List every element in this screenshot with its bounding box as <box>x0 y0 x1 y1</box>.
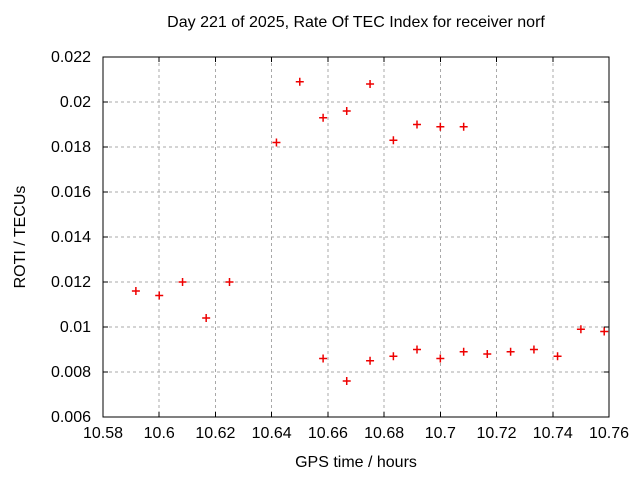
data-point-marker <box>389 136 398 145</box>
data-point-marker <box>366 80 375 88</box>
data-point-marker <box>506 347 515 356</box>
x-tick-label: 10.66 <box>308 425 348 442</box>
y-tick-label: 0.008 <box>51 364 91 381</box>
y-tick-label: 0.01 <box>60 319 91 336</box>
data-point-marker <box>342 377 351 385</box>
data-point-marker <box>155 291 164 300</box>
x-tick-label: 10.58 <box>83 425 123 442</box>
x-tick-label: 10.7 <box>425 425 456 442</box>
x-tick-label: 10.6 <box>144 425 175 442</box>
data-point-marker <box>553 352 562 361</box>
data-point-marker <box>576 325 585 334</box>
data-point-marker <box>178 278 187 286</box>
data-point-marker <box>459 122 468 131</box>
x-tick-label: 10.64 <box>252 425 292 442</box>
data-point-marker <box>529 345 538 354</box>
y-tick-label: 0.006 <box>51 409 91 426</box>
data-point-marker <box>202 314 211 322</box>
data-point-marker <box>319 113 328 122</box>
data-point-marker <box>225 278 234 286</box>
y-tick-label: 0.02 <box>60 94 91 111</box>
data-point-marker <box>295 77 304 86</box>
y-tick-label: 0.018 <box>51 139 91 156</box>
data-point-marker <box>436 122 445 131</box>
x-axis-label: GPS time / hours <box>295 454 417 471</box>
data-point-marker <box>389 352 398 361</box>
data-point-marker <box>366 356 375 365</box>
data-point-marker <box>342 107 351 115</box>
chart-title: Day 221 of 2025, Rate Of TEC Index for r… <box>167 14 545 31</box>
data-point-marker <box>483 350 492 358</box>
data-point-marker <box>319 354 328 363</box>
data-point-marker <box>413 345 422 354</box>
data-point-marker <box>131 287 140 295</box>
x-tick-label: 10.72 <box>477 425 517 442</box>
data-point-marker <box>436 354 445 363</box>
x-tick-label: 10.76 <box>589 425 629 442</box>
x-tick-label: 10.62 <box>195 425 235 442</box>
data-point-marker <box>413 120 422 129</box>
data-point-marker <box>272 138 281 147</box>
x-tick-label: 10.68 <box>364 425 404 442</box>
y-tick-label: 0.012 <box>51 274 91 291</box>
y-tick-label: 0.014 <box>51 229 91 246</box>
y-tick-label: 0.016 <box>51 184 91 201</box>
x-tick-label: 10.74 <box>533 425 573 442</box>
y-tick-label: 0.022 <box>51 49 91 66</box>
data-point-marker <box>600 327 609 336</box>
data-point-marker <box>459 347 468 356</box>
